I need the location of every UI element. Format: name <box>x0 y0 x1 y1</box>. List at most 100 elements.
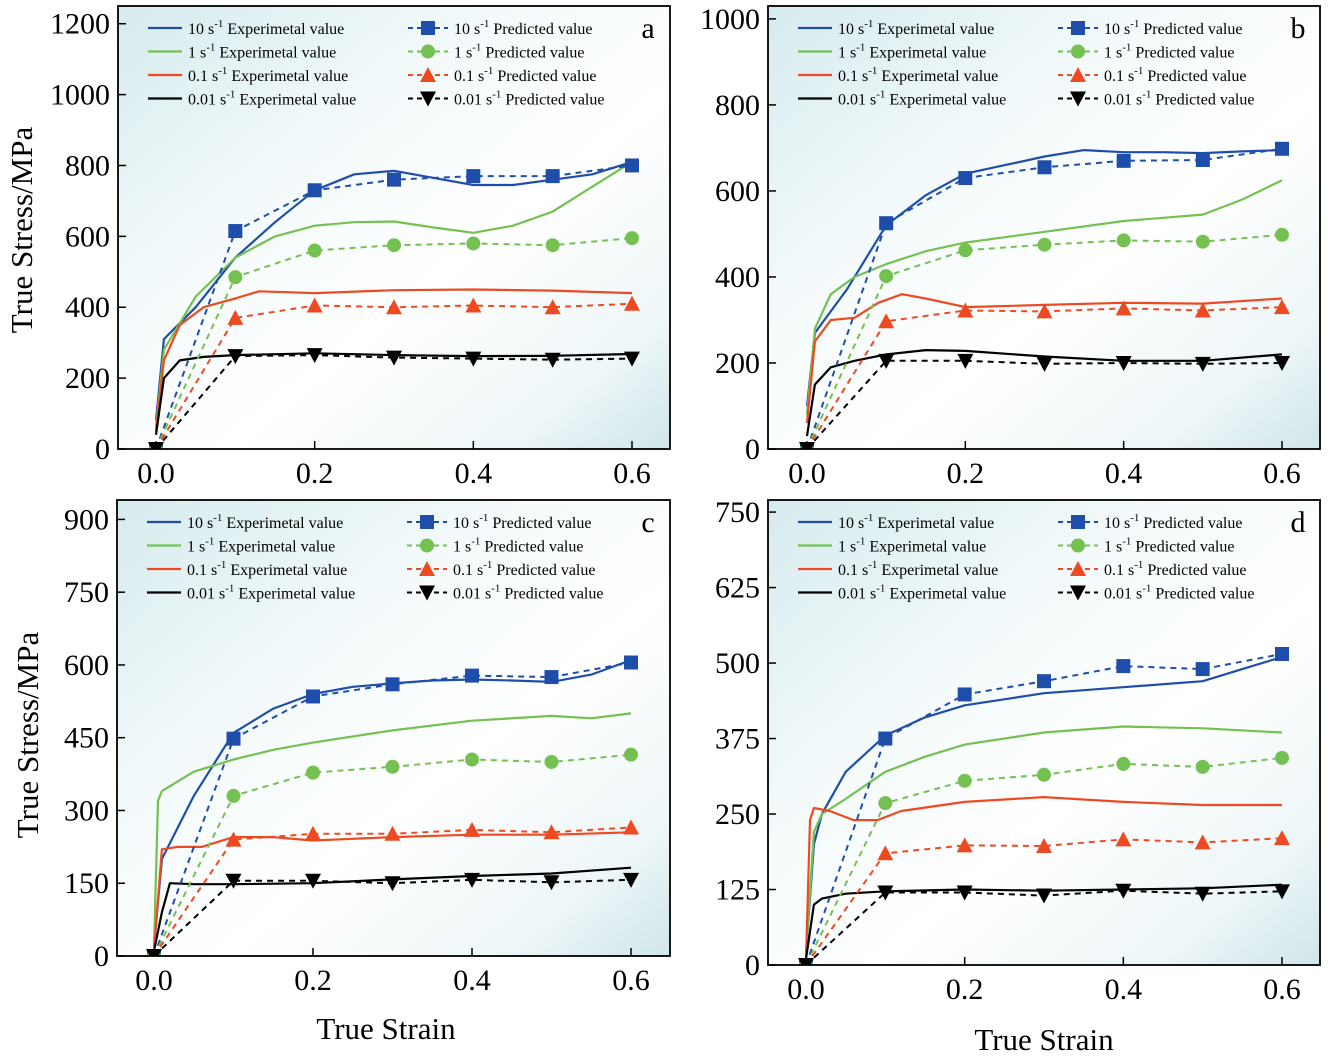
predicted-point-0_1 <box>305 825 321 841</box>
predicted-point-10 <box>957 687 972 702</box>
predicted-point-0_01 <box>798 958 814 965</box>
predicted-point-10 <box>1116 153 1131 168</box>
y-tick-label: 800 <box>65 149 110 182</box>
legend-marker-10 <box>420 515 434 529</box>
x-tick-label: 0.2 <box>296 457 334 490</box>
legend-marker-1 <box>421 44 435 59</box>
predicted-point-10 <box>228 224 243 239</box>
predicted-point-10 <box>625 158 639 173</box>
y-axis-title-top: True Stress/MPa <box>4 127 39 334</box>
x-tick-label: 0.0 <box>788 457 826 490</box>
legend-marker-10 <box>1071 515 1085 529</box>
x-tick-label: 0.4 <box>455 457 493 490</box>
predicted-point-10 <box>544 670 559 685</box>
legend: 10 s-1 Experimetal value 10 s-1 Predicted v… <box>147 512 603 603</box>
predicted-point-10 <box>1037 674 1051 689</box>
predicted-point-0_1 <box>1115 300 1132 316</box>
predicted-point-10 <box>1037 160 1052 175</box>
predicted-point-0_01 <box>1274 884 1290 900</box>
predicted-point-10 <box>1116 659 1131 674</box>
predicted-point-10 <box>307 183 322 198</box>
predicted-point-0_1 <box>1036 303 1053 319</box>
legend-entry-experimental: 1 s-1 Experimetal value <box>188 42 336 62</box>
predicted-point-10 <box>1275 141 1289 156</box>
legend-entry-predicted: 10 s-1 Predicted value <box>453 512 591 532</box>
legend-marker-0_01 <box>419 585 435 601</box>
predicted-point-0_1 <box>465 297 482 313</box>
legend-entry-experimental: 10 s-1 Experimetal value <box>187 512 343 532</box>
predicted-point-10 <box>306 689 320 704</box>
predicted-point-1 <box>957 773 972 788</box>
predicted-point-0_01 <box>1115 355 1132 371</box>
predicted-point-0_1 <box>306 297 323 313</box>
predicted-point-0_1 <box>543 824 560 840</box>
y-tick-label: 450 <box>64 722 109 755</box>
plot-background <box>768 6 1320 449</box>
y-tick-label: 0 <box>745 433 760 466</box>
predicted-point-0_01 <box>1036 356 1053 372</box>
legend-entry-predicted: 0.1 s-1 Predicted value <box>1104 559 1246 579</box>
predicted-point-0_1 <box>877 845 894 861</box>
plot-frame <box>767 499 1321 966</box>
y-tick-label: 300 <box>64 794 109 827</box>
predicted-point-1 <box>387 238 401 253</box>
x-tick-label: 0.6 <box>612 964 650 997</box>
predicted-point-10 <box>545 169 560 184</box>
y-tick-label: 400 <box>715 261 760 294</box>
legend-entry-experimental: 0.01 s-1 Experimetal value <box>187 583 355 603</box>
x-tick-label: 0.6 <box>1263 457 1301 490</box>
legend-marker-0_01 <box>1070 91 1086 107</box>
predicted-point-1 <box>1275 227 1289 242</box>
predicted-point-0_01 <box>1274 355 1290 371</box>
legend-entry-experimental: 0.01 s-1 Experimetal value <box>838 89 1006 109</box>
panel-letter: d <box>1291 506 1306 539</box>
y-tick-label: 600 <box>64 649 109 682</box>
predicted-point-0_01 <box>384 876 401 892</box>
predicted-point-1 <box>1195 234 1210 249</box>
predicted-point-0_01 <box>386 350 402 366</box>
y-axis-title-bottom: True Stress/MPa <box>10 632 45 839</box>
predicted-point-0_1 <box>1194 834 1211 850</box>
x-tick-label: 0.6 <box>1263 973 1301 1006</box>
predicted-point-0_1 <box>624 295 640 311</box>
predicted-point-0_01 <box>146 949 162 956</box>
predicted-point-1 <box>226 788 241 803</box>
predicted-point-0_1 <box>386 299 402 315</box>
legend-entry-predicted: 0.1 s-1 Predicted value <box>454 65 596 85</box>
y-tick-label: 125 <box>715 874 760 907</box>
experimental-line-1 <box>804 725 1283 953</box>
predicted-point-1 <box>545 238 560 253</box>
predicted-point-0_1 <box>623 819 639 835</box>
predicted-point-1 <box>465 752 479 767</box>
predicted-point-1 <box>624 747 638 762</box>
chart-panel-b: 0 200 400 600 800 1000 0.0 0.2 0.4 0.6 b 10 s-1 Expe… <box>700 3 1321 490</box>
panel-letter: c <box>641 506 654 539</box>
predicted-point-10 <box>878 731 893 746</box>
experimental-line-0_01 <box>804 883 1283 960</box>
predicted-point-0_1 <box>464 821 480 837</box>
predicted-point-10 <box>465 668 479 683</box>
predicted-point-10 <box>385 677 400 692</box>
data-layer <box>146 655 639 956</box>
chart-panel-c: 0 150 300 450 600 750 900 0.0 0.2 0.4 0.6 c 10 s-1 Ex… <box>64 499 671 997</box>
legend-entry-predicted: 1 s-1 Predicted value <box>453 536 583 556</box>
experimental-line-0_01 <box>805 349 1283 437</box>
legend-entry-predicted: 1 s-1 Predicted value <box>1104 42 1234 62</box>
legend: 10 s-1 Experimetal value 10 s-1 Predicted v… <box>798 512 1254 603</box>
experimental-line-1 <box>154 160 633 428</box>
experimental-line-0_1 <box>804 795 1282 960</box>
data-layer <box>148 158 640 449</box>
legend-marker-1 <box>420 538 434 553</box>
data-layer <box>798 646 1290 965</box>
plot-frame <box>116 499 671 957</box>
x-tick-label: 0.0 <box>787 973 825 1006</box>
experimental-line-0_01 <box>154 352 633 435</box>
predicted-point-10 <box>1195 662 1210 677</box>
legend-marker-0_1 <box>420 67 436 82</box>
predicted-point-0_01 <box>305 873 321 889</box>
legend-entry-predicted: 0.01 s-1 Predicted value <box>1104 89 1254 109</box>
legend-marker-10 <box>1071 21 1085 35</box>
legend-marker-0_1 <box>1070 561 1086 576</box>
predicted-point-0_01 <box>878 353 895 369</box>
